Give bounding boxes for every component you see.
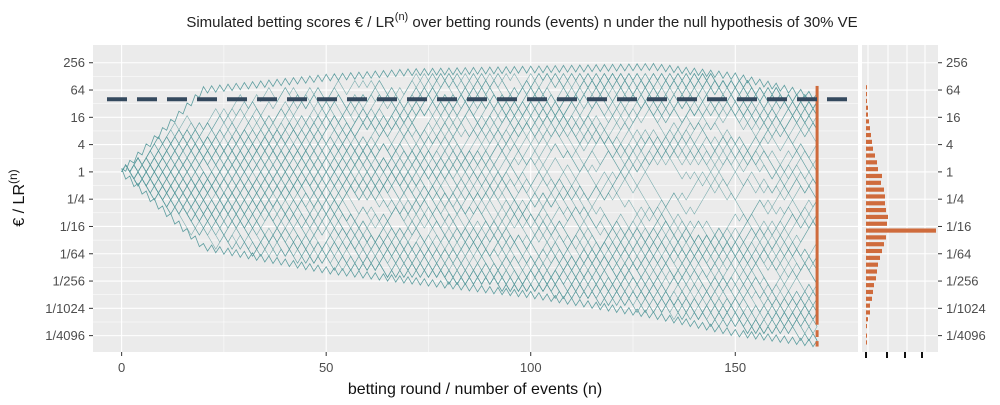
y-axis-left: 256 64 16 4 1 1/4 1/16 1/64 1/256 1/1024 1/4096 bbox=[45, 55, 93, 343]
histogram-bar bbox=[866, 160, 877, 165]
x-tick-label: 150 bbox=[724, 360, 746, 375]
histogram-bar bbox=[866, 333, 867, 338]
betting-path bbox=[121, 72, 818, 215]
histogram-bar bbox=[866, 340, 867, 345]
y-tick-label: 4 bbox=[78, 137, 85, 152]
y-tick-label: 1/4096 bbox=[45, 328, 85, 343]
histogram-bar bbox=[866, 323, 867, 329]
y-tick-label: 256 bbox=[63, 55, 85, 70]
histogram-bar bbox=[866, 167, 878, 172]
histogram-bar bbox=[866, 262, 878, 267]
histogram-bar bbox=[866, 207, 886, 213]
betting-path bbox=[121, 72, 818, 201]
y-axis-title: € / LR(n) bbox=[6, 169, 28, 226]
y-tick-label-right: 4 bbox=[946, 137, 953, 152]
histogram-bar bbox=[866, 255, 880, 260]
histogram-bar bbox=[866, 98, 867, 104]
histogram-bar bbox=[866, 228, 936, 233]
histogram-bar bbox=[866, 269, 877, 274]
histogram-bar bbox=[866, 194, 885, 199]
betting-path bbox=[121, 72, 818, 194]
histogram-bar bbox=[866, 173, 882, 179]
chart-title: Simulated betting scores € / LR(n) over … bbox=[186, 11, 857, 31]
y-tick-label-right: 16 bbox=[946, 110, 960, 125]
histogram-bar bbox=[866, 126, 870, 131]
histogram-bar bbox=[866, 132, 871, 138]
final-scores-histogram bbox=[866, 85, 936, 345]
y-tick-label-right: 1/64 bbox=[946, 246, 971, 261]
y-tick-label-right: 64 bbox=[946, 83, 960, 98]
y-tick-label: 1/64 bbox=[60, 246, 85, 261]
upper-envelope-path bbox=[121, 62, 818, 172]
y-tick-label-right: 1/256 bbox=[946, 274, 979, 289]
y-tick-label-right: 1/4 bbox=[946, 192, 964, 207]
x-axis: 0 50 100 150 bbox=[118, 352, 746, 375]
final-score-bar-segment bbox=[815, 330, 819, 337]
final-score-bar-main bbox=[815, 85, 819, 325]
betting-score-paths bbox=[121, 62, 818, 348]
histogram-bar bbox=[866, 248, 882, 254]
y-tick-label: 64 bbox=[71, 83, 85, 98]
y-tick-label-right: 1/1024 bbox=[946, 301, 986, 316]
y-tick-label-right: 256 bbox=[946, 55, 968, 70]
histogram-bar bbox=[866, 146, 873, 151]
histogram-bar bbox=[866, 187, 884, 192]
y-axis-right: 256 64 16 4 1 1/4 1/16 1/64 1/256 1/1024 1/4096 bbox=[938, 55, 986, 343]
histogram-bar bbox=[866, 214, 888, 220]
final-score-bar bbox=[815, 85, 819, 347]
betting-path bbox=[121, 72, 818, 180]
histogram-bar bbox=[866, 92, 867, 97]
y-tick-label: 16 bbox=[71, 110, 85, 125]
histogram-bar bbox=[866, 289, 873, 295]
histogram-bar bbox=[866, 221, 887, 226]
histogram-bar bbox=[866, 105, 868, 110]
betting-path bbox=[121, 79, 818, 201]
histogram-bar bbox=[866, 276, 876, 281]
y-tick-label: 1/16 bbox=[60, 219, 85, 234]
y-tick-label: 1/256 bbox=[52, 274, 85, 289]
y-tick-label-right: 1 bbox=[946, 164, 953, 179]
y-tick-label: 1/4 bbox=[67, 192, 85, 207]
histogram-bar bbox=[866, 85, 867, 90]
x-tick-label: 50 bbox=[319, 360, 333, 375]
histogram-x-axis bbox=[865, 352, 923, 358]
histogram-bar bbox=[866, 296, 872, 301]
histogram-bar bbox=[866, 235, 886, 240]
histogram-bar bbox=[866, 153, 875, 158]
histogram-bar bbox=[866, 317, 868, 322]
histogram-bar bbox=[866, 139, 872, 144]
histogram-bar bbox=[866, 283, 874, 288]
histogram-bar bbox=[866, 119, 869, 124]
histogram-bar bbox=[866, 242, 884, 247]
y-tick-label-right: 1/4096 bbox=[946, 328, 986, 343]
x-axis-title: betting round / number of events (n) bbox=[348, 381, 602, 398]
x-tick-label: 100 bbox=[520, 360, 542, 375]
y-tick-label: 1/1024 bbox=[45, 301, 85, 316]
final-score-bar-segment bbox=[815, 341, 819, 347]
histogram-bar bbox=[866, 112, 868, 117]
y-tick-label-right: 1/16 bbox=[946, 219, 971, 234]
lower-envelope-path bbox=[121, 168, 818, 348]
histogram-bar bbox=[866, 310, 870, 315]
histogram-bar bbox=[866, 201, 885, 206]
x-tick-label: 0 bbox=[118, 360, 125, 375]
betting-path bbox=[121, 122, 818, 208]
histogram-bar bbox=[866, 180, 881, 185]
histogram-bar bbox=[866, 303, 870, 308]
y-tick-label: 1 bbox=[78, 164, 85, 179]
